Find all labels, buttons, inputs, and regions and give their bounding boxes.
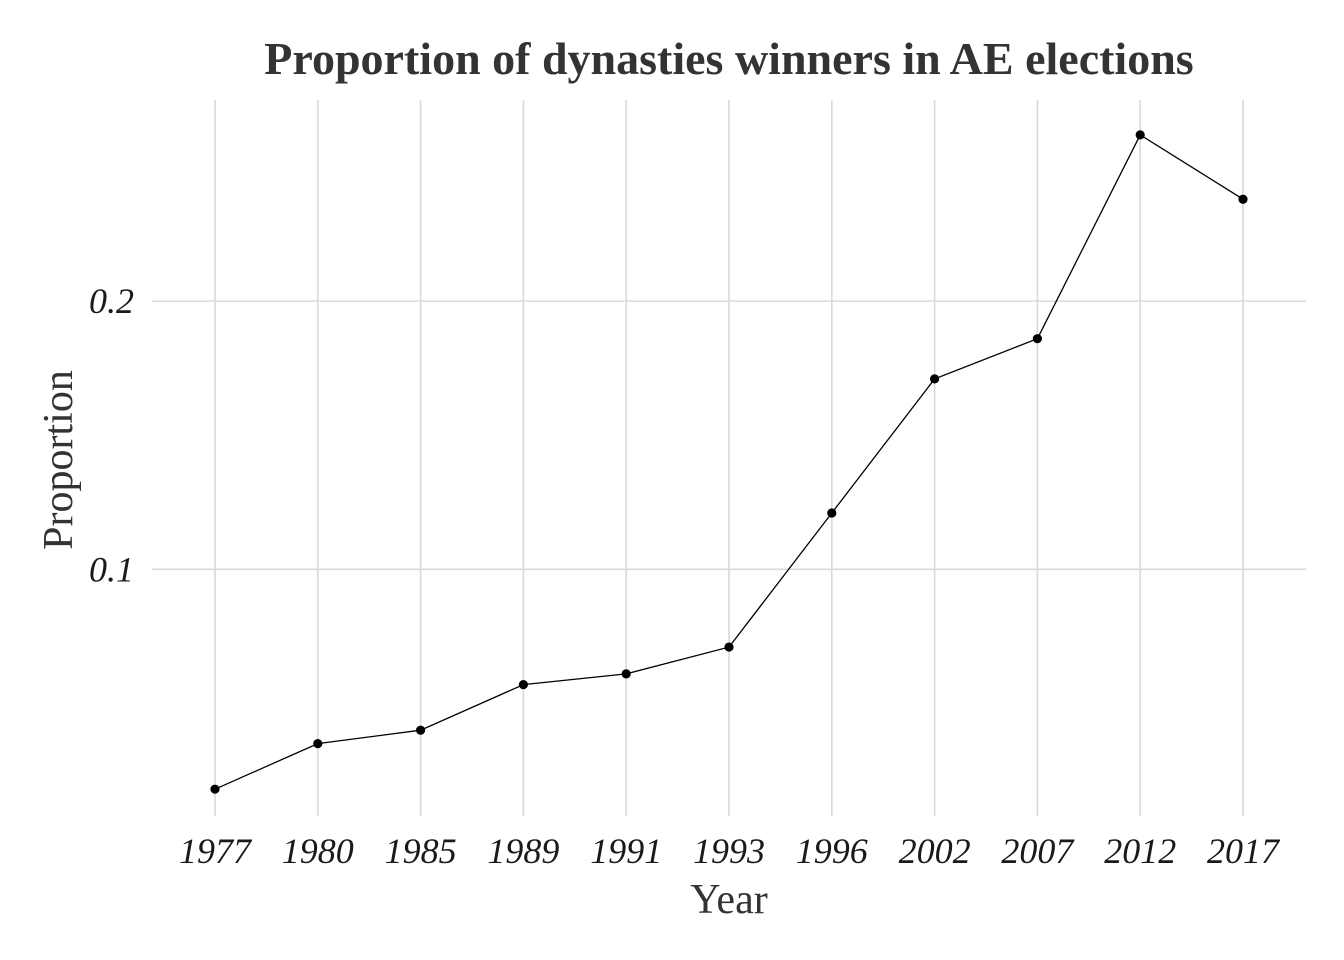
x-tick-label: 1985 (385, 831, 457, 871)
data-point (210, 784, 220, 794)
data-point (724, 642, 734, 652)
x-tick-label: 1977 (179, 831, 253, 871)
x-tick-label: 2002 (899, 831, 971, 871)
y-tick-label: 0.1 (89, 549, 134, 589)
x-tick-label: 1991 (590, 831, 662, 871)
x-tick-label: 1989 (487, 831, 559, 871)
y-tick-label: 0.2 (89, 281, 134, 321)
x-tick-label: 2012 (1104, 831, 1176, 871)
data-point (827, 508, 837, 518)
data-point (621, 669, 631, 679)
data-point (518, 679, 529, 690)
y-axis-title: Proportion (36, 370, 82, 550)
data-point (416, 725, 426, 735)
x-tick-label: 2007 (1001, 831, 1075, 871)
x-axis-title: Year (690, 877, 767, 923)
data-point (313, 738, 323, 749)
data-point (1135, 130, 1145, 140)
grid (152, 100, 1306, 816)
y-tick-labels: 0.1 0.2 (89, 281, 134, 589)
x-tick-label: 1996 (796, 831, 868, 871)
data-point (930, 374, 940, 384)
chart-title: Proportion of dynasties winners in AE el… (264, 33, 1193, 84)
data-point (1032, 334, 1042, 344)
x-tick-label: 2017 (1207, 831, 1281, 871)
x-tick-label: 1993 (693, 831, 765, 871)
x-tick-labels: 1977 1980 1985 1989 1991 1993 1996 2002 2007 2012… (179, 831, 1281, 871)
x-tick-label: 1980 (282, 831, 354, 871)
series (210, 130, 1248, 794)
data-point (1238, 194, 1248, 204)
